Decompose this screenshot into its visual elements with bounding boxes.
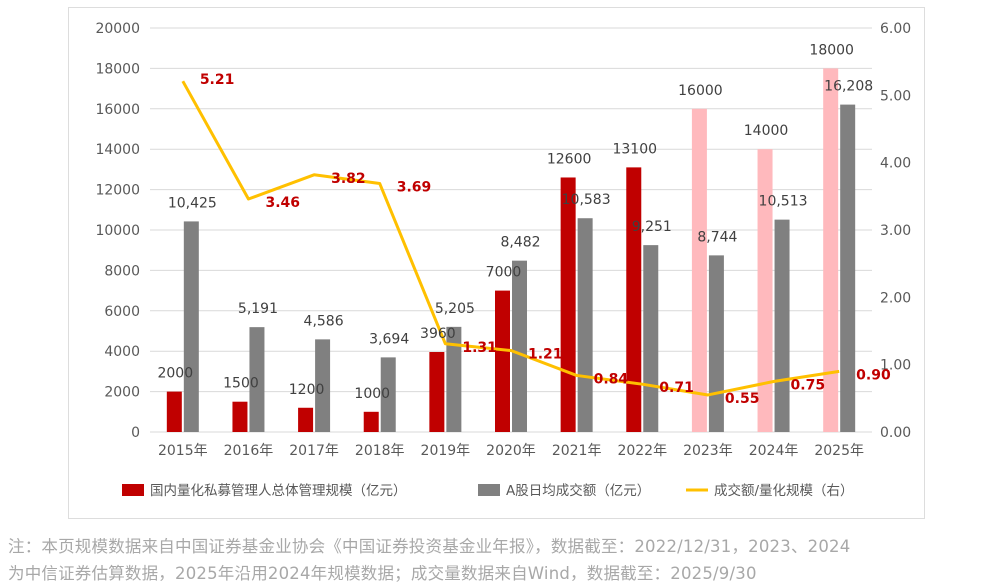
bar-quant-scale-label: 18000 <box>809 42 854 58</box>
x-axis-tick-label: 2023年 <box>683 443 733 459</box>
bar-turnover <box>577 218 593 432</box>
bar-turnover-label: 16,208 <box>824 79 873 95</box>
x-axis-tick-label: 2022年 <box>617 443 667 459</box>
left-axis-tick-label: 10000 <box>95 223 140 239</box>
left-axis-tick-label: 2000 <box>104 385 140 401</box>
line-ratio-label: 1.31 <box>462 340 497 356</box>
bar-quant-scale-label: 7000 <box>486 265 522 281</box>
bar-quant-scale-label: 14000 <box>744 123 789 139</box>
legend-label-turnover: A股日均成交额（亿元） <box>506 482 650 499</box>
line-ratio-label: 3.46 <box>265 195 300 211</box>
bar-turnover-label: 10,583 <box>562 192 611 208</box>
left-axis-tick-label: 0 <box>131 425 140 441</box>
bar-turnover <box>840 104 856 433</box>
bar-turnover <box>380 357 396 432</box>
bar-turnover-label: 5,205 <box>435 301 475 317</box>
bar-quant-scale <box>363 411 379 432</box>
line-ratio-label: 0.90 <box>856 367 891 383</box>
bar-quant-scale <box>626 167 642 432</box>
legend-swatch-quant-scale <box>122 484 144 496</box>
chart-frame <box>68 7 925 519</box>
right-axis-tick-label: 6.00 <box>880 21 911 37</box>
bar-quant-scale-label: 1200 <box>289 382 325 398</box>
legend-label-ratio: 成交额/量化规模（右） <box>714 482 854 499</box>
footnote-line-2: 为中信证券估算数据，2025年沿用2024年规模数据；成交量数据来自Wind，数… <box>8 564 757 583</box>
bar-turnover-label: 10,425 <box>168 195 217 211</box>
x-axis-tick-label: 2016年 <box>224 443 274 459</box>
left-axis-tick-label: 4000 <box>104 344 140 360</box>
bar-turnover <box>249 327 265 432</box>
bar-turnover <box>512 260 527 432</box>
bar-turnover <box>708 255 724 432</box>
bar-turnover-label: 5,191 <box>238 301 278 317</box>
line-ratio-label: 3.82 <box>331 171 366 187</box>
left-axis-tick-label: 6000 <box>104 304 140 320</box>
bar-quant-scale <box>166 391 182 432</box>
x-axis-tick-label: 2019年 <box>421 443 471 459</box>
line-ratio <box>181 80 840 397</box>
line-ratio-label: 0.71 <box>659 380 694 396</box>
bar-quant-scale <box>691 108 707 433</box>
right-axis-tick-label: 0.00 <box>880 425 911 441</box>
bar-quant-scale-label: 13100 <box>612 141 657 157</box>
bar-turnover-label: 9,251 <box>632 219 672 235</box>
x-axis-tick-label: 2024年 <box>749 443 799 459</box>
bar-quant-scale <box>757 149 773 432</box>
bar-quant-scale <box>495 290 510 432</box>
bar-turnover-label: 4,586 <box>304 313 344 329</box>
bar-quant-scale-label: 1000 <box>354 386 390 402</box>
x-axis-tick-label: 2018年 <box>355 443 405 459</box>
legend-label-quant-scale: 国内量化私募管理人总体管理规模（亿元） <box>150 483 407 499</box>
line-ratio-label: 1.21 <box>528 347 563 363</box>
left-axis-tick-label: 12000 <box>95 183 140 199</box>
line-ratio-label: 0.55 <box>725 391 760 407</box>
right-axis-tick-label: 5.00 <box>880 88 911 104</box>
line-ratio-label: 5.21 <box>200 72 235 88</box>
bar-turnover-label: 10,513 <box>759 194 808 210</box>
x-axis-tick-label: 2017年 <box>289 443 339 459</box>
line-ratio-label: 3.69 <box>397 180 432 196</box>
bar-quant-scale <box>298 407 314 432</box>
footnote-line-1: 注：本页规模数据来自中国证券基金业协会《中国证券投资基金业年报》，数据截至：20… <box>8 537 851 556</box>
bar-turnover <box>446 326 462 432</box>
x-axis-tick-label: 2021年 <box>552 443 602 459</box>
x-axis-tick-label: 2020年 <box>486 443 536 459</box>
line-ratio-label: 0.84 <box>594 371 629 387</box>
bar-turnover <box>774 219 790 432</box>
legend-swatch-turnover <box>478 484 500 496</box>
bar-quant-scale-label: 2000 <box>157 366 193 382</box>
bar-quant-scale-label: 12600 <box>547 151 592 167</box>
bar-turnover-label: 3,694 <box>369 331 409 347</box>
right-axis-tick-label: 3.00 <box>880 223 911 239</box>
x-axis-tick-label: 2025年 <box>814 443 864 459</box>
left-axis-tick-label: 14000 <box>95 142 140 158</box>
bar-turnover <box>643 245 659 432</box>
bar-turnover <box>183 221 199 432</box>
bar-quant-scale <box>429 352 445 432</box>
bar-quant-scale-label: 16000 <box>678 83 723 99</box>
left-axis-tick-label: 8000 <box>104 263 140 279</box>
left-axis-tick-label: 20000 <box>95 21 140 37</box>
bar-quant-scale-label: 1500 <box>223 376 259 392</box>
bar-turnover <box>315 339 331 432</box>
combo-chart: 0 2000 4000 6000 8000 10000 12000 14000 16000 180… <box>95 21 911 499</box>
line-ratio-label: 0.75 <box>791 378 826 394</box>
bar-quant-scale <box>823 68 839 433</box>
right-axis-tick-label: 4.00 <box>880 156 911 172</box>
x-axis-tick-label: 2015年 <box>158 443 208 459</box>
left-axis-tick-label: 16000 <box>95 102 140 118</box>
right-axis-tick-label: 1.00 <box>880 358 911 374</box>
bar-quant-scale-label: 3960 <box>420 326 456 342</box>
left-axis-tick-label: 18000 <box>95 61 140 77</box>
bar-quant-scale <box>560 177 576 432</box>
right-axis-tick-label: 2.00 <box>880 290 911 306</box>
bar-turnover-label: 8,744 <box>697 229 737 245</box>
bar-quant-scale <box>232 401 248 432</box>
bar-turnover-label: 8,482 <box>500 235 540 251</box>
